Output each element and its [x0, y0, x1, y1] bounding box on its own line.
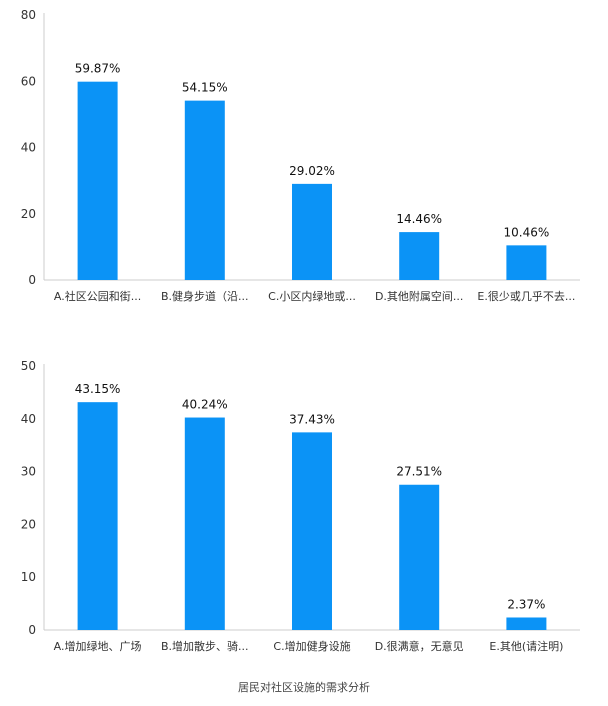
- bar-value-label: 27.51%: [396, 465, 442, 479]
- bar-value-label: 40.24%: [182, 398, 228, 412]
- x-category-label: A.社区公园和街...: [54, 289, 141, 303]
- figure-caption: 居民对社区设施的需求分析: [238, 681, 370, 694]
- x-category-label: C.增加健身设施: [273, 639, 350, 653]
- bar-value-label: 43.15%: [75, 382, 121, 396]
- bar: [184, 100, 225, 280]
- y-tick-label: 0: [28, 273, 36, 287]
- bar: [184, 417, 225, 630]
- y-tick-label: 10: [21, 570, 36, 584]
- x-category-label: C.小区内绿地或...: [268, 289, 356, 303]
- bar: [506, 245, 547, 280]
- bar: [77, 81, 118, 280]
- y-tick-label: 20: [21, 517, 36, 531]
- bar: [399, 232, 440, 280]
- chart-1: 0 20 40 60 80 59.87% A.社区公园和街... 54.15% B.健身步道（沿…: [21, 8, 580, 303]
- y-tick-label: 40: [21, 412, 36, 426]
- x-category-label: B.健身步道（沿...: [161, 289, 249, 303]
- bar-value-label: 29.02%: [289, 164, 335, 178]
- bar-value-label: 10.46%: [504, 225, 550, 239]
- y-tick-label: 60: [21, 74, 36, 88]
- x-category-label: B.增加散步、骑...: [161, 639, 249, 653]
- y-tick-label: 20: [21, 207, 36, 221]
- bar: [506, 617, 547, 630]
- bar-value-label: 2.37%: [507, 597, 545, 611]
- y-tick-label: 0: [28, 623, 36, 637]
- x-category-label: E.其他(请注明): [489, 639, 563, 653]
- bar: [292, 183, 332, 280]
- bar-value-label: 54.15%: [182, 81, 228, 95]
- chart-2: 0 10 20 30 40 50 43.15% A.增加绿地、广场 40.24% B.增加散步、骑…: [21, 359, 580, 653]
- bar-value-label: 37.43%: [289, 412, 335, 426]
- bar: [399, 484, 440, 630]
- x-category-label: E.很少或几乎不去...: [477, 289, 575, 303]
- bar: [77, 402, 118, 630]
- bar-value-label: 59.87%: [75, 62, 121, 76]
- x-category-label: A.增加绿地、广场: [54, 639, 142, 653]
- y-tick-label: 50: [21, 359, 36, 373]
- bar-value-label: 14.46%: [396, 212, 442, 226]
- y-tick-label: 40: [21, 141, 36, 155]
- x-category-label: D.其他附属空间...: [375, 289, 463, 303]
- y-tick-label: 80: [21, 8, 36, 22]
- y-tick-label: 30: [21, 465, 36, 479]
- bar: [292, 432, 332, 630]
- x-category-label: D.很满意，无意见: [375, 639, 464, 653]
